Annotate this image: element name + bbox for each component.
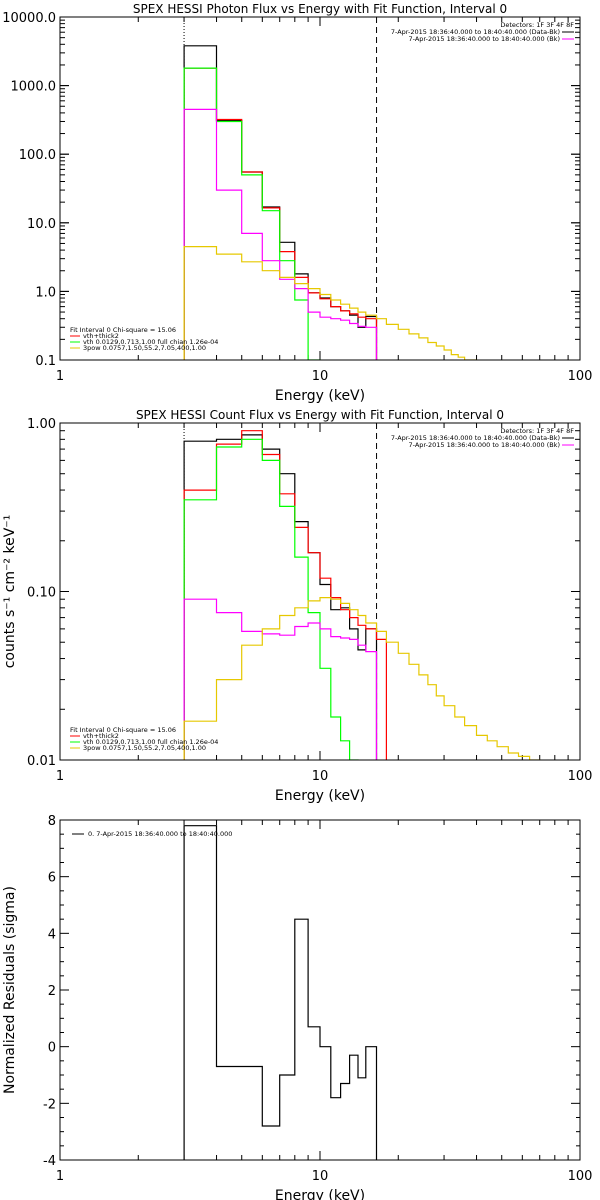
x-tick-label: 100 xyxy=(568,369,593,384)
series-line-vth xyxy=(183,67,321,360)
x-tick-label: 10 xyxy=(312,369,329,384)
legend-entry-data-bk: 7-Apr-2015 18:36:40.000 to 18:40:40.000 … xyxy=(391,434,560,442)
fit-info-line2: vth+thick2 xyxy=(83,732,119,740)
plot-frame xyxy=(59,819,581,1161)
series-group xyxy=(183,825,378,1160)
plot-frame xyxy=(59,16,581,361)
y-tick-label: 0.1 xyxy=(35,354,56,369)
x-tick-label: 1 xyxy=(56,369,64,384)
chart-panel-3: 1 10 100 -4 -2 0 2 4 6 8 Energy (keV) Normalized Re… xyxy=(2,814,592,1200)
fit-info-chisq: Fit Interval 0 Chi-square = 15.06 xyxy=(70,326,176,334)
fit-info-line2: vth+thick2 xyxy=(83,332,119,340)
y-tick-label: 1.0 xyxy=(35,285,56,300)
y-tick-label: 10.0 xyxy=(27,217,56,232)
y-axis-label: Normalized Residuals (sigma) xyxy=(2,886,18,1094)
x-axis-label: Energy (keV) xyxy=(275,388,365,404)
y-tick-label: 0 xyxy=(48,1041,56,1056)
y-tick-label: 2 xyxy=(48,984,56,999)
detectors-label: Detectors: 1F 3F 4F 8F xyxy=(500,427,574,435)
x-tick-label: 100 xyxy=(568,1169,593,1184)
x-tick-label: 10 xyxy=(312,1169,329,1184)
fit-info-chisq: Fit Interval 0 Chi-square = 15.06 xyxy=(70,726,176,734)
x-tick-label: 1 xyxy=(56,1169,64,1184)
series-line-bk xyxy=(183,108,378,360)
y-axis-label: counts s⁻¹ cm⁻² keV⁻¹ xyxy=(2,515,18,669)
series-line-0- xyxy=(183,825,378,1160)
series-line-vth xyxy=(183,438,359,760)
y-tick-label: 0.10 xyxy=(27,586,56,601)
fit-info-line4: 3pow 0.0757,1.50,55.2,7.05,400,1.00 xyxy=(83,744,206,752)
y-tick-label: 10000.0 xyxy=(2,11,56,26)
fit-info-line4: 3pow 0.0757,1.50,55.2,7.05,400,1.00 xyxy=(83,344,206,352)
legend-entry-bk: 7-Apr-2015 18:36:40.000 to 18:40:40.000 … xyxy=(409,441,560,449)
y-tick-label: 1.00 xyxy=(27,417,56,432)
legend-entry-bk: 7-Apr-2015 18:36:40.000 to 18:40:40.000 … xyxy=(409,35,560,43)
x-axis-label: Energy (keV) xyxy=(275,1188,365,1200)
series-group xyxy=(183,45,478,360)
y-tick-label: 0.01 xyxy=(27,754,56,769)
x-tick-label: 10 xyxy=(312,769,329,784)
series-line-3pow xyxy=(183,246,478,360)
y-tick-label: 1000.0 xyxy=(11,80,57,95)
chart-title: SPEX HESSI Photon Flux vs Energy with Fi… xyxy=(133,2,507,16)
series-group xyxy=(183,430,541,760)
series-line-vth-3pow xyxy=(183,430,387,760)
legend-entry: 0. 7-Apr-2015 18:36:40.000 to 18:40:40.0… xyxy=(88,830,232,838)
x-tick-label: 1 xyxy=(56,769,64,784)
plot-frame xyxy=(59,422,581,761)
chart-panel-1: SPEX HESSI Photon Flux vs Energy with Fi… xyxy=(2,2,592,404)
y-tick-label: 100.0 xyxy=(19,148,56,163)
detectors-label: Detectors: 1F 3F 4F 8F xyxy=(500,21,574,29)
x-tick-label: 100 xyxy=(568,769,593,784)
x-axis-label: Energy (keV) xyxy=(275,788,365,804)
y-tick-label: 4 xyxy=(48,927,56,942)
chart-title: SPEX HESSI Count Flux vs Energy with Fit… xyxy=(136,408,504,422)
series-line-3pow xyxy=(183,597,541,760)
legend-entry-data-bk: 7-Apr-2015 18:36:40.000 to 18:40:40.000 … xyxy=(391,28,560,36)
y-tick-label: -4 xyxy=(43,1154,56,1169)
fit-info-line3: vth 0.0129,0.713,1.00 full chian 1.26e-0… xyxy=(83,338,218,346)
series-line-data-bk xyxy=(183,45,378,360)
chart-panel-2: SPEX HESSI Count Flux vs Energy with Fit… xyxy=(2,408,592,804)
y-tick-label: -2 xyxy=(43,1097,56,1112)
series-line-bk xyxy=(183,598,378,760)
y-tick-label: 6 xyxy=(48,871,56,886)
y-tick-label: 8 xyxy=(48,814,56,829)
fit-info-line3: vth 0.0129,0.713,1.00 full chian 1.26e-0… xyxy=(83,738,218,746)
